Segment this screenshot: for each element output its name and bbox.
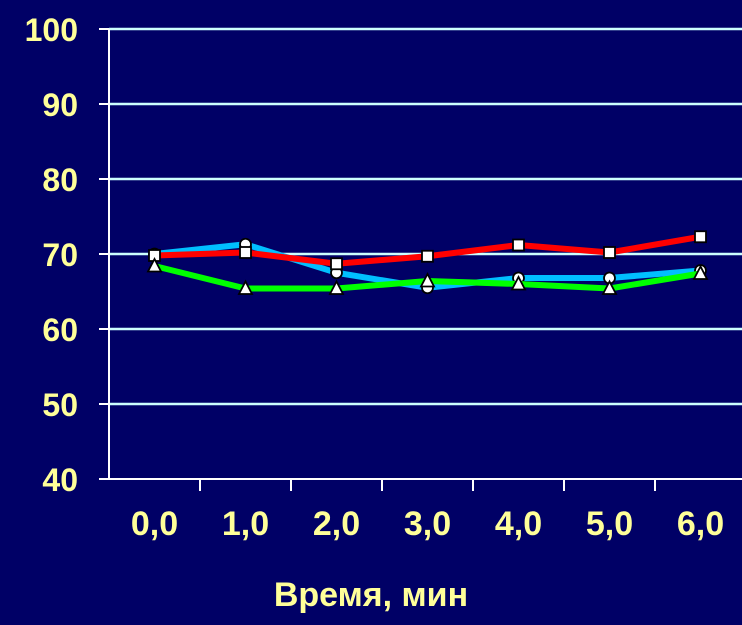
y-tick-label: 80 — [42, 162, 78, 198]
data-point — [330, 257, 343, 271]
x-tick-label: 0,0 — [131, 505, 178, 543]
y-tick-label: 100 — [25, 12, 78, 48]
gridlines — [109, 27, 742, 406]
series — [146, 230, 709, 295]
data-point — [146, 257, 163, 273]
axes — [99, 28, 742, 491]
x-tick-label: 4,0 — [495, 505, 542, 543]
y-tick-label: 70 — [42, 237, 78, 273]
data-point — [512, 238, 525, 252]
y-tick-label: 50 — [42, 387, 78, 423]
x-axis-label: Время, мин — [273, 576, 469, 614]
x-tick-label: 5,0 — [586, 505, 633, 543]
tick-labels: 40 50 60 70 80 90 100 0,0 1,0 2,0 3,0 4,0 5,0 6,0 — [25, 12, 725, 543]
data-point — [601, 279, 618, 295]
data-point — [510, 275, 527, 291]
data-point — [237, 279, 254, 295]
x-tick-label: 3,0 — [404, 505, 451, 543]
data-point — [239, 246, 252, 259]
data-point — [419, 272, 436, 288]
data-point — [603, 246, 616, 259]
data-point — [694, 230, 707, 244]
y-tick-label: 60 — [42, 312, 78, 348]
x-tick-label: 6,0 — [677, 505, 724, 543]
data-point — [692, 264, 709, 280]
data-point — [421, 249, 434, 263]
y-tick-label: 90 — [42, 87, 78, 123]
x-tick-label: 1,0 — [222, 505, 269, 543]
y-tick-label: 40 — [42, 462, 78, 498]
x-tick-label: 2,0 — [313, 505, 360, 543]
data-point — [328, 279, 345, 295]
